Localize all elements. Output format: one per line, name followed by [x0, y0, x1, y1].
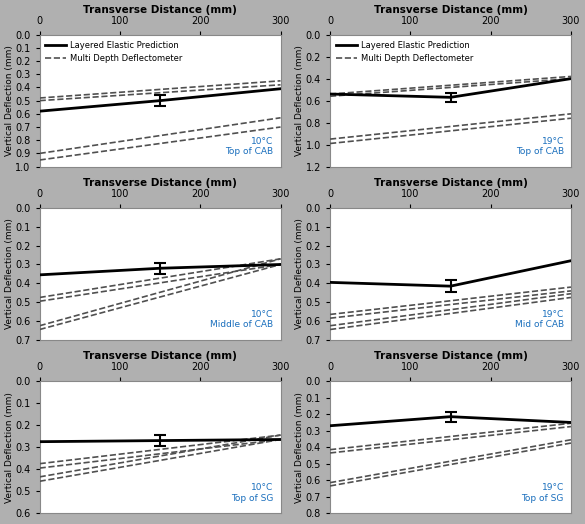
- Layered Elastic Prediction: [277, 261, 284, 268]
- Y-axis label: Vertical Deflection (mm): Vertical Deflection (mm): [5, 219, 14, 330]
- Layered Elastic Prediction: [157, 438, 164, 444]
- Layered Elastic Prediction: [277, 85, 284, 92]
- Y-axis label: Vertical Deflection (mm): Vertical Deflection (mm): [5, 45, 14, 156]
- Line: Layered Elastic Prediction: Layered Elastic Prediction: [40, 440, 281, 442]
- Layered Elastic Prediction: [567, 258, 574, 264]
- X-axis label: Transverse Distance (mm): Transverse Distance (mm): [83, 352, 237, 362]
- Legend: Layered Elastic Prediction, Multi Depth Deflectometer: Layered Elastic Prediction, Multi Depth …: [44, 39, 184, 64]
- X-axis label: Transverse Distance (mm): Transverse Distance (mm): [83, 178, 237, 188]
- Line: Layered Elastic Prediction: Layered Elastic Prediction: [40, 265, 281, 275]
- X-axis label: Transverse Distance (mm): Transverse Distance (mm): [374, 5, 528, 15]
- Y-axis label: Vertical Deflection (mm): Vertical Deflection (mm): [295, 219, 304, 330]
- Layered Elastic Prediction: [567, 75, 574, 82]
- Layered Elastic Prediction: [447, 283, 454, 289]
- Layered Elastic Prediction: [157, 265, 164, 271]
- Layered Elastic Prediction: [326, 279, 333, 286]
- Text: 10°C
Top of CAB: 10°C Top of CAB: [225, 137, 273, 156]
- Text: 19°C
Mid of CAB: 19°C Mid of CAB: [515, 310, 564, 329]
- Y-axis label: Vertical Deflection (mm): Vertical Deflection (mm): [295, 45, 304, 156]
- Layered Elastic Prediction: [326, 422, 333, 429]
- Layered Elastic Prediction: [447, 94, 454, 101]
- X-axis label: Transverse Distance (mm): Transverse Distance (mm): [83, 5, 237, 15]
- X-axis label: Transverse Distance (mm): Transverse Distance (mm): [374, 352, 528, 362]
- Layered Elastic Prediction: [326, 91, 333, 97]
- X-axis label: Transverse Distance (mm): Transverse Distance (mm): [374, 178, 528, 188]
- Text: 10°C
Top of SG: 10°C Top of SG: [231, 483, 273, 503]
- Layered Elastic Prediction: [277, 436, 284, 443]
- Layered Elastic Prediction: [157, 97, 164, 104]
- Line: Layered Elastic Prediction: Layered Elastic Prediction: [40, 89, 281, 111]
- Legend: Layered Elastic Prediction, Multi Depth Deflectometer: Layered Elastic Prediction, Multi Depth …: [334, 39, 475, 64]
- Layered Elastic Prediction: [567, 419, 574, 425]
- Layered Elastic Prediction: [447, 413, 454, 420]
- Text: 19°C
Top of CAB: 19°C Top of CAB: [515, 137, 564, 156]
- Layered Elastic Prediction: [36, 272, 43, 278]
- Y-axis label: Vertical Deflection (mm): Vertical Deflection (mm): [5, 392, 14, 503]
- Line: Layered Elastic Prediction: Layered Elastic Prediction: [330, 261, 571, 286]
- Layered Elastic Prediction: [36, 108, 43, 114]
- Text: 19°C
Top of SG: 19°C Top of SG: [521, 483, 564, 503]
- Line: Layered Elastic Prediction: Layered Elastic Prediction: [330, 79, 571, 97]
- Text: 10°C
Middle of CAB: 10°C Middle of CAB: [210, 310, 273, 329]
- Line: Layered Elastic Prediction: Layered Elastic Prediction: [330, 417, 571, 425]
- Y-axis label: Vertical Deflection (mm): Vertical Deflection (mm): [295, 392, 304, 503]
- Layered Elastic Prediction: [36, 439, 43, 445]
